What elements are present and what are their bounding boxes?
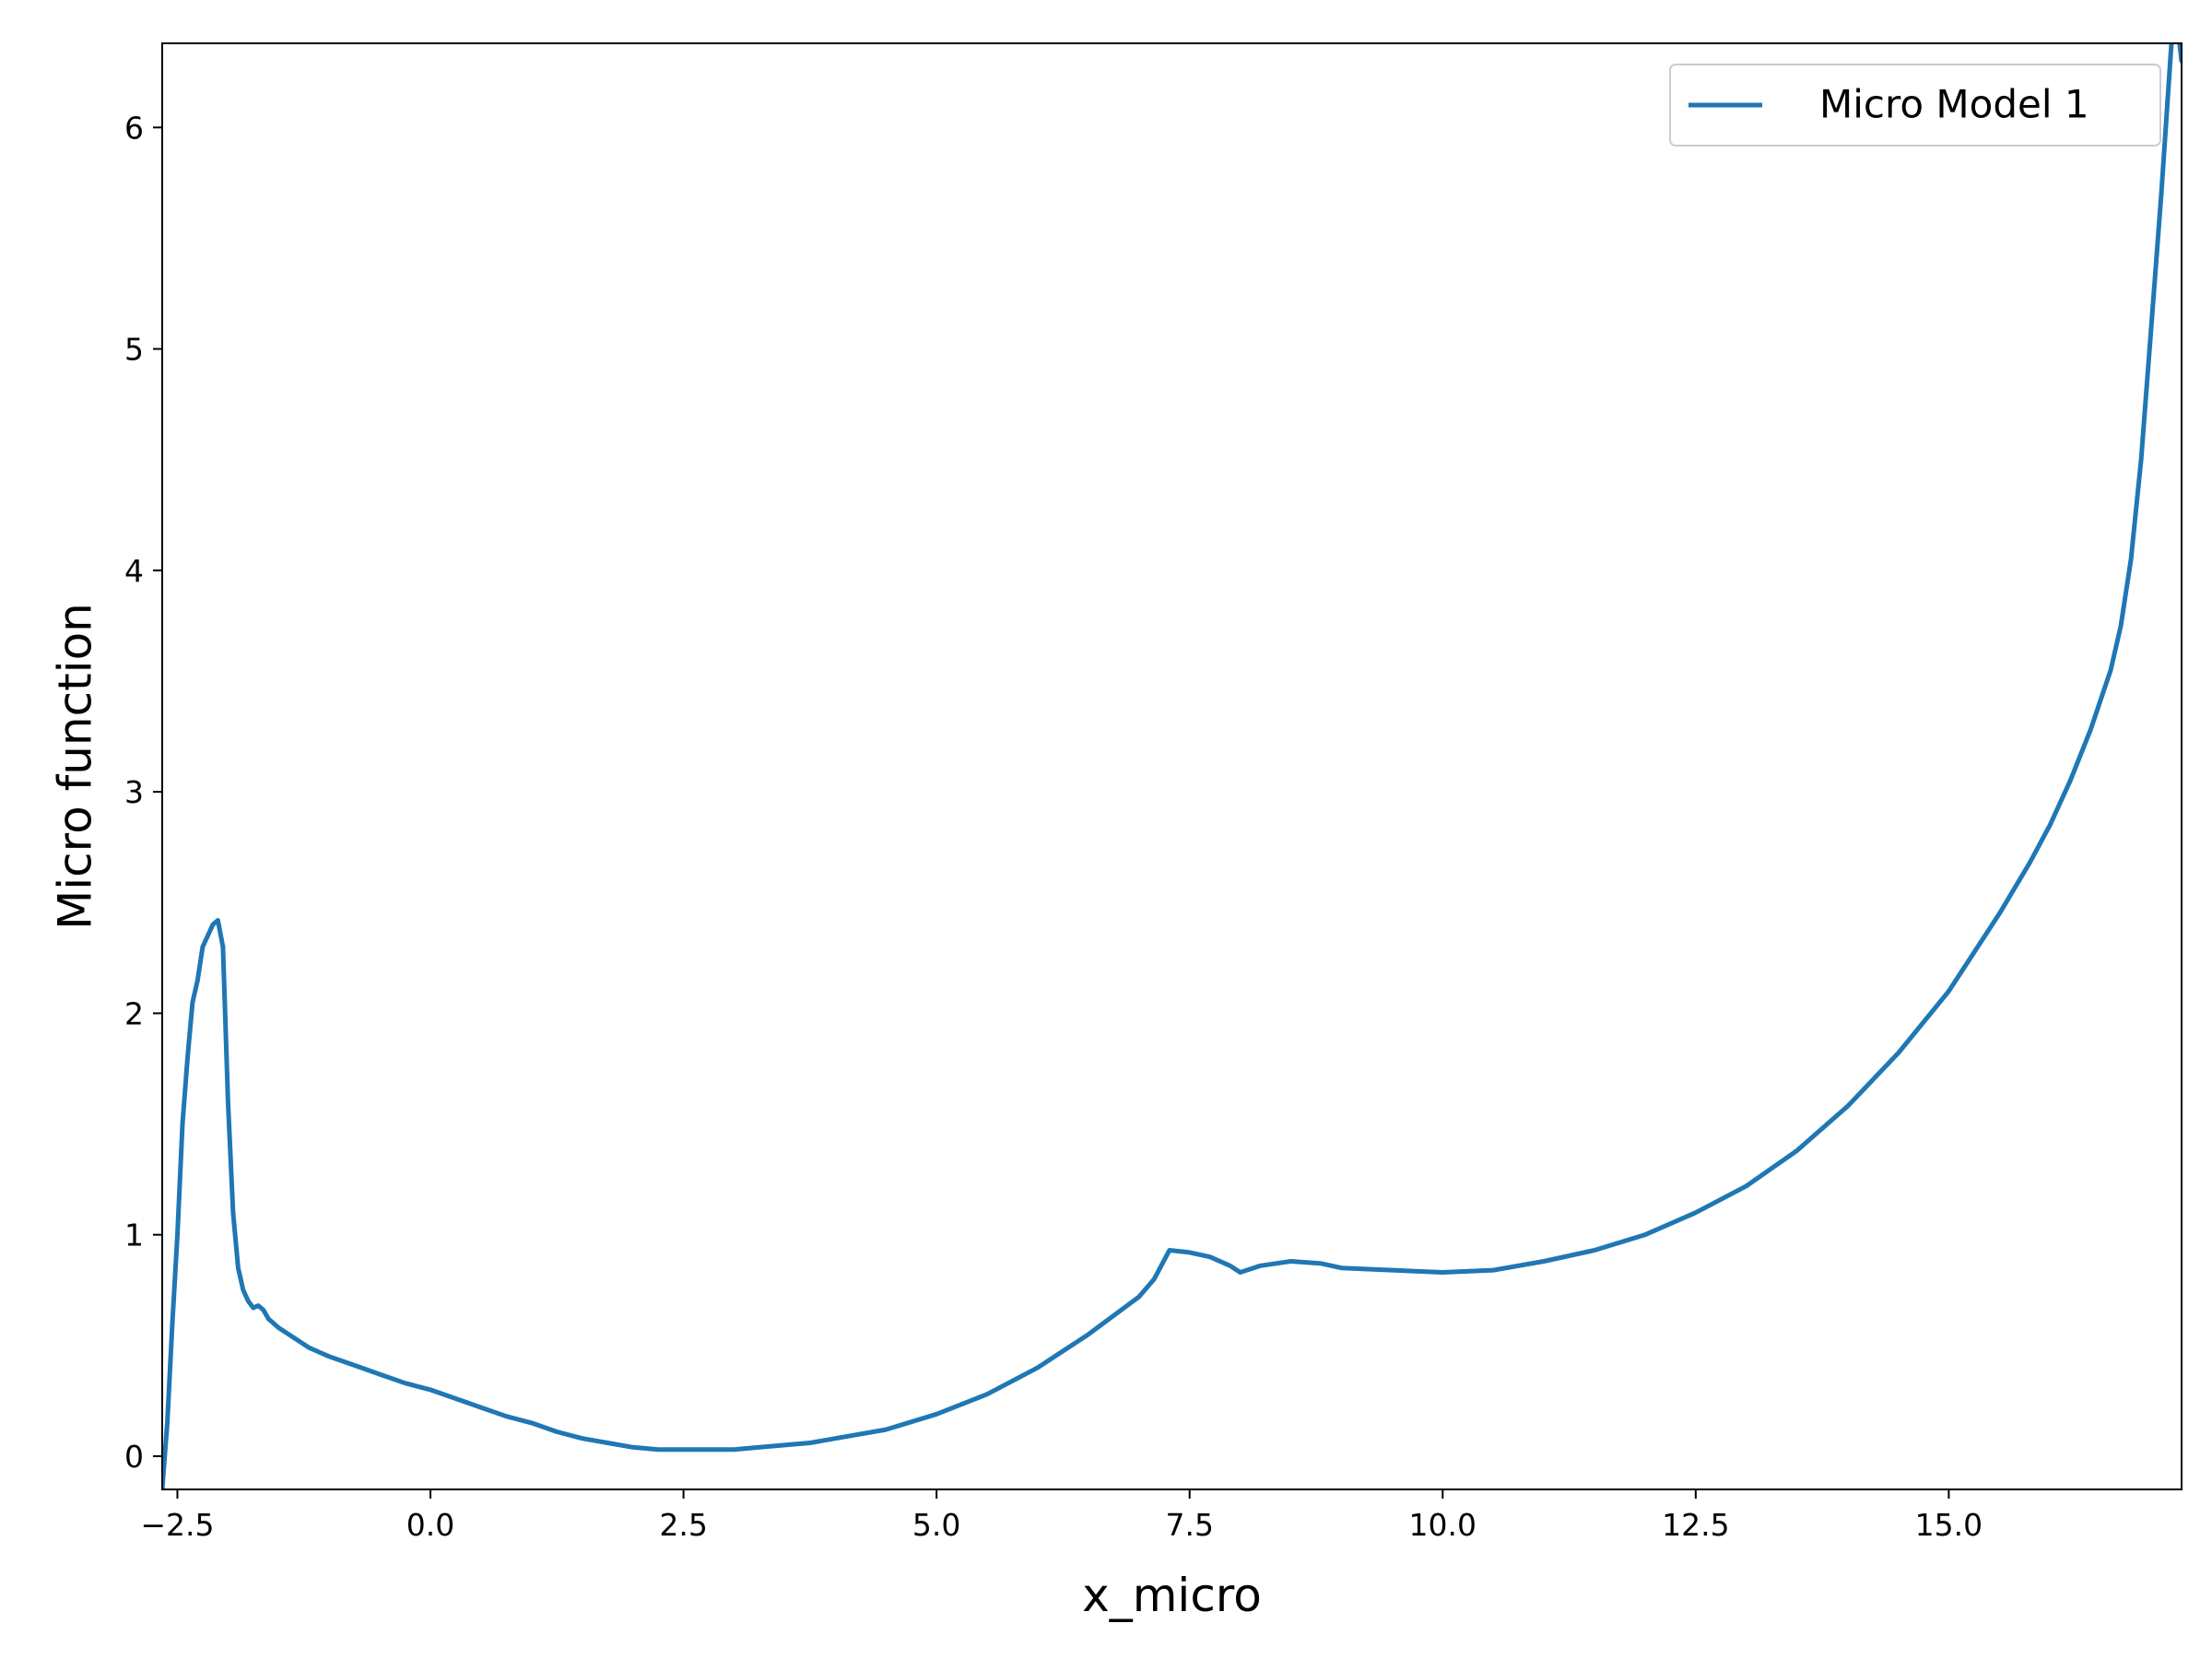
legend-label-micro-model-1: Micro Model 1 bbox=[1819, 82, 2089, 127]
x-axis: −2.5 0.0 2.5 5.0 7.5 10.0 12.5 15.0 bbox=[140, 1489, 1983, 1543]
x-axis-label: x_micro bbox=[1082, 1569, 1262, 1622]
x-tick-label: 2.5 bbox=[659, 1507, 707, 1543]
x-tick-label: 15.0 bbox=[1915, 1507, 1983, 1543]
legend-box bbox=[1669, 64, 2161, 147]
y-tick-label: 5 bbox=[124, 332, 144, 368]
x-tick-label: 12.5 bbox=[1662, 1507, 1729, 1543]
x-tick-label: 5.0 bbox=[912, 1507, 960, 1543]
plot-area bbox=[162, 43, 2182, 1489]
y-tick-label: 2 bbox=[124, 995, 144, 1031]
y-tick-label: 3 bbox=[124, 774, 144, 810]
series-line-micro-model-1 bbox=[162, 43, 2182, 1489]
x-tick-label: 7.5 bbox=[1165, 1507, 1213, 1543]
y-tick-label: 0 bbox=[124, 1439, 144, 1475]
x-tick-label: 10.0 bbox=[1409, 1507, 1477, 1543]
x-tick-label: −2.5 bbox=[140, 1507, 214, 1543]
y-tick-label: 4 bbox=[124, 553, 144, 589]
plot-frame bbox=[161, 42, 2183, 1490]
y-tick-label: 1 bbox=[124, 1218, 144, 1253]
y-axis: 0 1 2 3 4 5 6 bbox=[124, 110, 162, 1475]
x-tick-label: 0.0 bbox=[406, 1507, 454, 1543]
y-tick-label: 6 bbox=[124, 110, 144, 146]
legend: Micro Model 1 bbox=[1669, 64, 2161, 147]
y-axis-label: Micro function bbox=[49, 603, 102, 930]
